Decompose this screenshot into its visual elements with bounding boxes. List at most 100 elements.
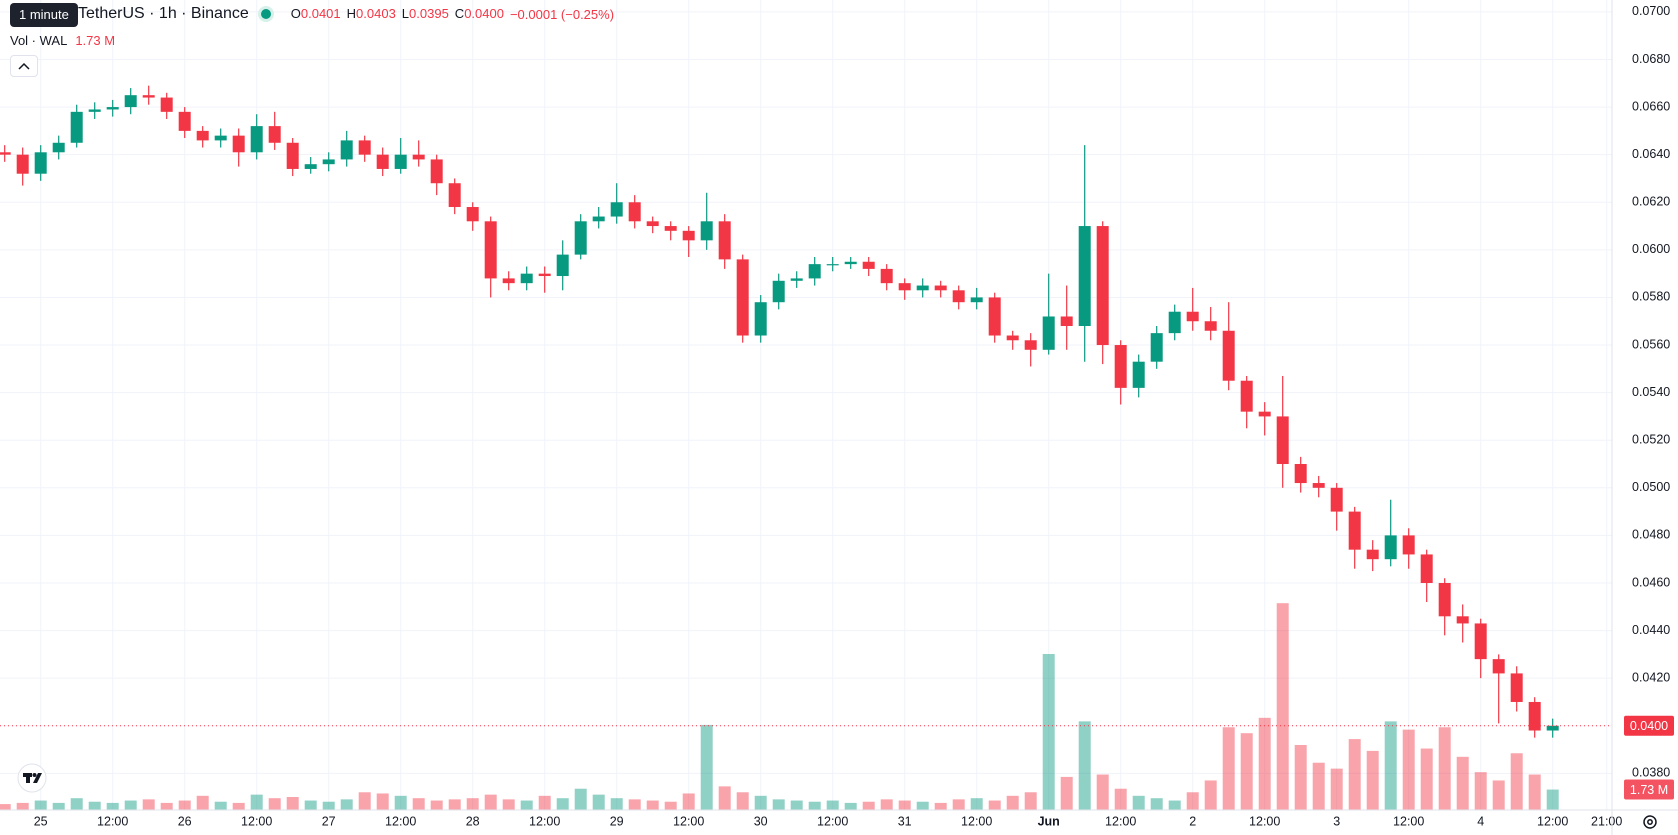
last-volume-badge: [1624, 779, 1674, 800]
candle-body: [1060, 316, 1073, 326]
candle-body: [574, 221, 587, 255]
x-tick-label: 12:00: [241, 814, 272, 828]
volume-bar: [844, 802, 857, 810]
candle-body: [1096, 226, 1109, 346]
volume-bar: [1078, 721, 1091, 810]
candles: [0, 85, 1559, 738]
candle-body: [970, 297, 983, 303]
x-tick-label: 2: [1189, 814, 1196, 828]
volume-bar: [376, 793, 389, 810]
volume-bar: [1204, 780, 1217, 810]
y-tick-label: 0.0640: [1632, 147, 1670, 161]
ohlc-value: 0.0403: [356, 6, 396, 21]
candle-body: [358, 140, 371, 155]
volume-bar: [88, 801, 101, 810]
candle-body: [1132, 361, 1145, 388]
last-volume-label: 1.73 M: [1630, 783, 1668, 797]
volume-bar: [772, 799, 785, 810]
candle-body: [484, 221, 497, 279]
ohlc-value: 0.0401: [300, 6, 341, 21]
candle-body: [934, 285, 947, 291]
volume-bar: [1456, 756, 1469, 810]
volume-bar: [34, 800, 47, 810]
volume-bar: [952, 799, 965, 810]
volume-bar: [1438, 727, 1451, 810]
y-tick-label: 0.0420: [1632, 670, 1670, 684]
candle-body: [70, 111, 83, 143]
volume-bar: [1222, 727, 1235, 810]
volume-bar: [1132, 795, 1145, 810]
candle-body: [1078, 226, 1091, 326]
y-tick-label: 0.0600: [1632, 242, 1670, 256]
volume-bar: [394, 795, 407, 810]
x-tick-label: Jun: [1038, 814, 1060, 828]
volume-bar: [304, 800, 317, 810]
volume-bar: [106, 802, 119, 810]
x-tick-label: 30: [754, 814, 768, 828]
candle-body: [1546, 725, 1559, 731]
candle-body: [664, 226, 677, 231]
ohlc-key: C: [454, 6, 465, 21]
volume-bar: [826, 800, 839, 810]
candle-body: [1474, 623, 1487, 660]
x-tick-label: 28: [466, 814, 480, 828]
candle-body: [502, 278, 515, 284]
x-tick-label: 27: [322, 814, 336, 828]
candle-body: [286, 142, 299, 169]
y-tick-label: 0.0580: [1632, 290, 1670, 304]
volume-bar: [1366, 750, 1379, 810]
candle-body: [1006, 335, 1019, 341]
candle-body: [124, 95, 137, 108]
volume-bar: [1114, 788, 1127, 810]
candle-body: [1384, 535, 1397, 560]
market-status[interactable]: [260, 9, 271, 19]
collapse-button[interactable]: [10, 55, 38, 77]
candle-body: [322, 159, 335, 165]
volume-title[interactable]: Vol · WAL: [10, 33, 68, 48]
volume-bar: [214, 801, 227, 810]
candle-body: [160, 97, 173, 112]
candle-body: [1222, 330, 1235, 381]
candle-body: [610, 202, 623, 217]
candle-body: [808, 264, 821, 279]
volume-bar: [1186, 792, 1199, 810]
volume-bar: [1150, 798, 1163, 810]
x-tick-label: 12:00: [529, 814, 560, 828]
volume-bar: [124, 800, 137, 810]
tooltip: 1 minute: [10, 3, 78, 27]
volume-bar: [538, 795, 551, 810]
volume-bar: [0, 804, 11, 810]
candle-body: [16, 154, 29, 174]
x-tick-label: 3: [1333, 814, 1340, 828]
candle-body: [916, 285, 929, 291]
volume-bar: [340, 799, 353, 810]
candle-body: [1366, 549, 1379, 560]
x-tick-label: 12:00: [385, 814, 416, 828]
x-tick-label: 31: [898, 814, 912, 828]
volume-bar: [1384, 721, 1397, 810]
ohlc-values: O0.0401 H0.0403 L0.0395 C0.0400: [285, 5, 504, 23]
last-price-label: 0.0400: [1630, 719, 1668, 733]
volume-bar: [664, 801, 677, 810]
volume-bar: [862, 801, 875, 810]
candle-body: [1294, 464, 1307, 484]
volume-bar: [574, 788, 587, 810]
candle-body: [1114, 345, 1127, 388]
candle-body: [106, 107, 119, 110]
x-tick-label: 12:00: [1105, 814, 1136, 828]
volume-bar: [736, 792, 749, 810]
candle-body: [34, 152, 47, 174]
candle-body: [826, 264, 839, 266]
volume-bar: [1546, 789, 1559, 810]
settings-icon[interactable]: [1643, 815, 1657, 829]
volume-bar: [268, 798, 281, 810]
ohlc-value: 0.0400: [464, 6, 504, 21]
volume-bar: [160, 802, 173, 810]
x-tick-label: 26: [178, 814, 192, 828]
volume-bar: [988, 800, 1001, 810]
symbol[interactable]: TetherUS · 1h · Binance: [78, 5, 249, 22]
candle-body: [1168, 311, 1181, 334]
volume-bar: [1258, 717, 1271, 810]
